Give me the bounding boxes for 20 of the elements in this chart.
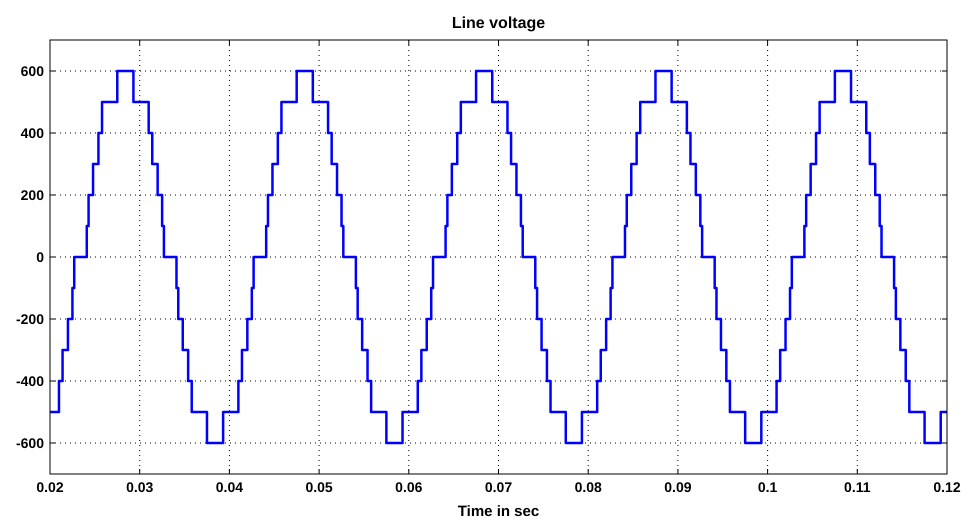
y-tick-label: 0 <box>36 249 44 265</box>
y-tick-label: -200 <box>16 311 44 327</box>
x-tick-label: 0.03 <box>126 479 154 495</box>
y-tick-label: 200 <box>20 187 44 203</box>
x-tick-label: 0.08 <box>574 479 602 495</box>
x-tick-label: 0.04 <box>216 479 244 495</box>
x-tick-label: 0.1 <box>758 479 778 495</box>
x-tick-label: 0.12 <box>933 479 961 495</box>
y-tick-label: -400 <box>16 373 44 389</box>
chart-title: Line voltage <box>452 15 546 32</box>
y-tick-label: -600 <box>16 435 44 451</box>
y-tick-label: 400 <box>20 125 44 141</box>
x-tick-label: 0.09 <box>664 479 692 495</box>
x-tick-label: 0.06 <box>395 479 423 495</box>
x-tick-label: 0.05 <box>305 479 333 495</box>
y-tick-label: 600 <box>20 63 44 79</box>
x-axis-title: Time in sec <box>458 503 540 520</box>
x-tick-label: 0.07 <box>484 479 512 495</box>
x-tick-label: 0.11 <box>844 479 871 495</box>
x-tick-label: 0.02 <box>36 479 64 495</box>
